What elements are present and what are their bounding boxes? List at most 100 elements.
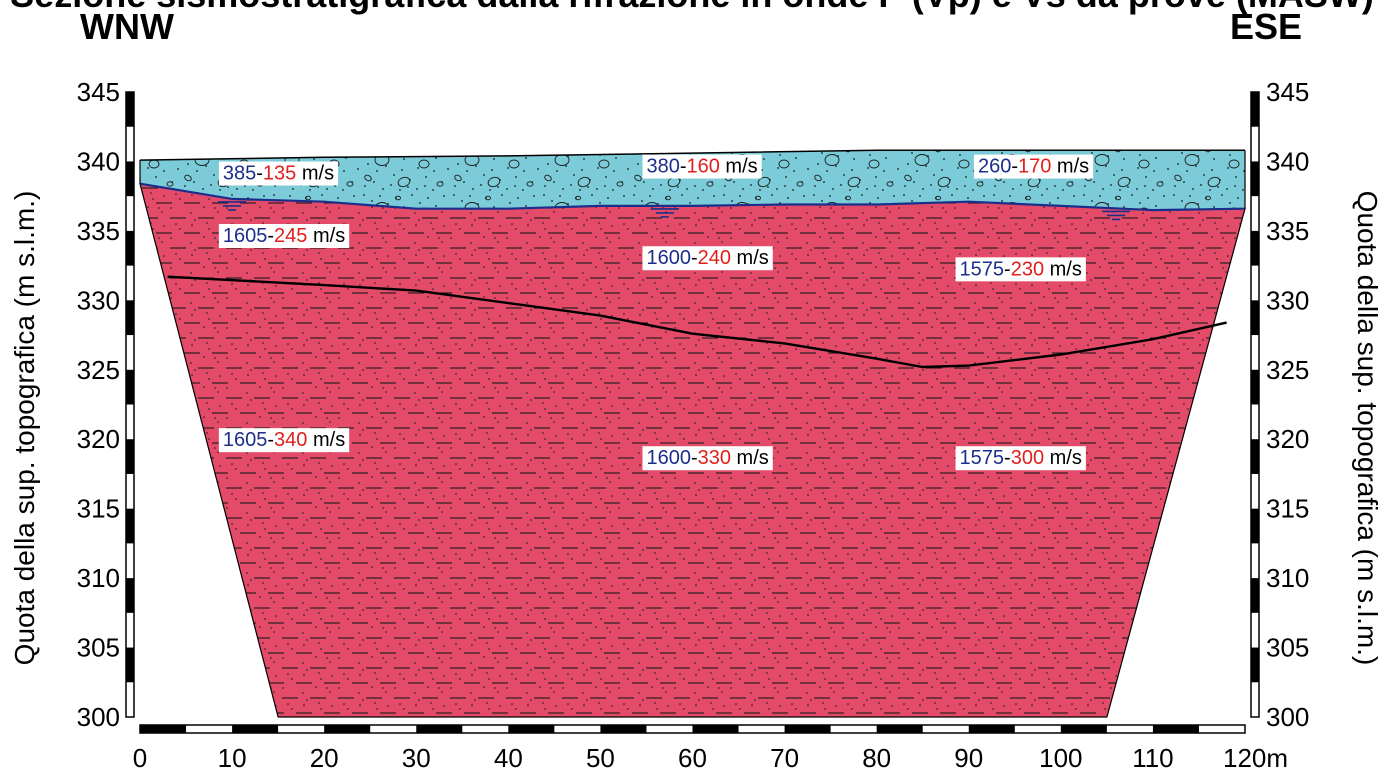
y-tick-label-left: 335	[77, 216, 120, 246]
velocity-label-background	[218, 428, 350, 453]
velocity-label-background	[642, 446, 773, 471]
vp-value: 260	[978, 156, 1011, 178]
scale-segment	[1251, 647, 1259, 683]
unit: m/s	[1051, 156, 1089, 178]
vp-value: 1575	[960, 447, 1005, 469]
y-tick-label-left: 300	[77, 702, 120, 732]
x-tick-label: 100	[1039, 743, 1082, 773]
unit: m/s	[307, 225, 345, 247]
velocity-label: 1605-340 m/s	[218, 428, 350, 453]
unit: m/s	[731, 447, 769, 469]
x-tick-label: 20	[310, 743, 339, 773]
vs-value: 240	[698, 247, 731, 269]
y-axis-label-right: Quota della sup. topografica (m s.l.m.)	[1352, 191, 1383, 666]
scale-segment	[968, 725, 1015, 733]
upper-layer	[140, 150, 1245, 211]
unit: m/s	[1044, 258, 1082, 280]
scale-segment	[1251, 230, 1259, 266]
vs-value: 245	[274, 225, 307, 247]
scale-segment	[1251, 161, 1259, 197]
y-tick-label-right: 320	[1266, 424, 1309, 454]
vp-value: 1575	[960, 258, 1005, 280]
separator: -	[1004, 258, 1011, 280]
y-tick-label-left: 325	[77, 355, 120, 385]
scale-segment	[324, 725, 371, 733]
vp-value: 1600	[646, 447, 691, 469]
scale-segment	[876, 725, 923, 733]
scale-segment	[1251, 92, 1259, 127]
y-tick-label-left: 320	[77, 424, 120, 454]
x-scale-bar	[139, 724, 1246, 734]
water-table-symbol	[1102, 210, 1131, 221]
velocity-label-background	[955, 446, 1086, 471]
water-table-symbol	[650, 208, 679, 218]
unit: m/s	[307, 429, 345, 451]
scale-segment	[126, 508, 134, 544]
y-tick-label-left: 340	[77, 146, 120, 176]
vs-value: 230	[1011, 258, 1044, 280]
velocity-interface-line	[167, 275, 1227, 369]
scale-segment	[784, 725, 831, 733]
scale-segment	[140, 725, 187, 733]
x-tick-label: 10	[218, 743, 247, 773]
y-tick-label-left: 315	[77, 494, 120, 524]
vs-value: 160	[687, 156, 720, 178]
topography-line	[139, 149, 1245, 161]
unit: m/s	[1044, 447, 1082, 469]
x-tick-label: 40	[494, 743, 523, 773]
vp-value: 1605	[223, 225, 268, 247]
vs-value: 300	[1011, 447, 1044, 469]
velocity-label: 1575-300 m/s	[955, 446, 1086, 471]
vs-value: 330	[698, 447, 731, 469]
scale-segment	[126, 439, 134, 474]
x-tick-label: 0	[133, 743, 147, 773]
velocity-label: 1605-245 m/s	[218, 224, 350, 248]
direction-label-ese: ESE	[1229, 6, 1302, 47]
y-axis-label-left: Quota della sup. topografica (m s.l.m.)	[9, 191, 40, 666]
scale-segment	[232, 725, 279, 733]
y-tick-label-right: 345	[1266, 77, 1309, 107]
water-table-symbol	[218, 201, 247, 211]
unit: m/s	[296, 163, 334, 185]
separator: -	[1004, 447, 1011, 469]
y-tick-label-left: 305	[77, 633, 120, 663]
y-tick-label-left: 330	[77, 285, 120, 315]
velocity-text: 260-170 m/s	[978, 156, 1089, 178]
y-tick-label-left: 345	[77, 77, 120, 107]
y-tick-label-right: 335	[1266, 216, 1309, 246]
velocity-label: 260-170 m/s	[973, 154, 1094, 179]
scale-segment	[1251, 300, 1259, 336]
separator: -	[1011, 156, 1018, 178]
scale-segment	[126, 578, 134, 613]
scale-segment	[126, 647, 134, 683]
unit: m/s	[720, 156, 758, 178]
velocity-label-background	[218, 161, 339, 186]
velocity-label: 380-160 m/s	[642, 154, 762, 179]
velocity-labels-group: 385-135 m/s 380-160 m/s 260-170 m/s1605-24…	[218, 154, 1094, 471]
scale-segment	[600, 725, 647, 733]
velocity-label: 1575-230 m/s	[955, 257, 1086, 282]
velocity-label: 1600-240 m/s	[642, 246, 773, 271]
scale-segment	[1152, 725, 1199, 733]
vp-value: 1605	[223, 429, 268, 451]
velocity-label-background	[642, 154, 762, 179]
separator: -	[691, 447, 698, 469]
velocity-text: 1605-245 m/s	[223, 225, 345, 247]
scale-segment	[1251, 439, 1259, 474]
scale-segment	[126, 161, 134, 197]
x-tick-label: 80	[862, 743, 891, 773]
scale-segment	[1251, 508, 1259, 544]
y-tick-label-right: 325	[1266, 355, 1309, 385]
scale-segment	[1060, 725, 1107, 733]
figure-title: Sezione sismostratigrafica dalla rifrazi…	[0, 0, 1384, 16]
y-tick-label-right: 315	[1266, 494, 1309, 524]
vp-value: 1600	[646, 247, 691, 269]
velocity-label: 1600-330 m/s	[642, 446, 773, 471]
vp-value: 385	[223, 163, 256, 185]
scale-segment	[416, 725, 463, 733]
x-tick-label: 90	[954, 743, 983, 773]
y-scale-bar-left	[125, 91, 135, 718]
separator: -	[267, 429, 274, 451]
vs-value: 170	[1018, 156, 1051, 178]
